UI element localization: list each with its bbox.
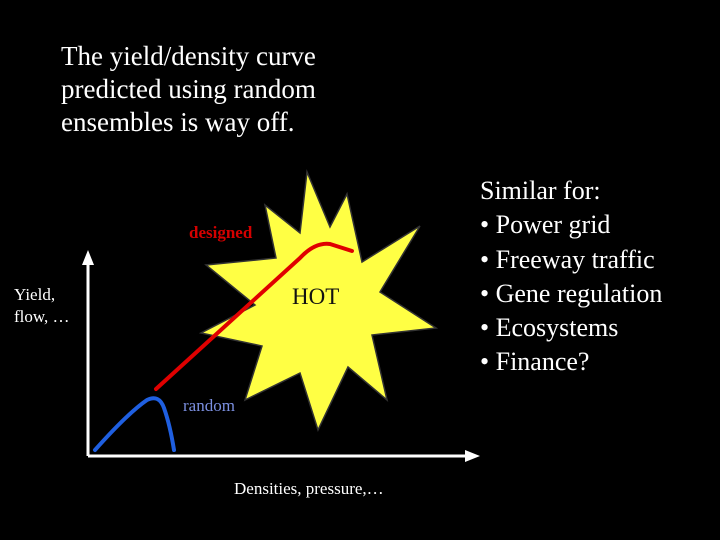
hot-burst-shape: [198, 169, 439, 433]
hot-label: HOT: [292, 284, 340, 309]
similar-list: Similar for: • Power grid • Freeway traf…: [480, 174, 662, 380]
random-curve: [93, 396, 176, 452]
x-axis-arrowhead: [465, 450, 480, 462]
x-axis-label: Densities, pressure,…: [234, 479, 384, 498]
similar-item: • Gene regulation: [480, 278, 663, 308]
y-axis-label: Yield, flow, …: [14, 284, 70, 328]
title-line: The yield/density curve: [61, 41, 316, 71]
y-axis-label-line: Yield,: [14, 285, 56, 304]
similar-item: • Ecosystems: [480, 313, 619, 343]
title-line: ensembles is way off.: [61, 107, 295, 137]
random-label: random: [183, 396, 235, 415]
slide-title: The yield/density curve predicted using …: [61, 40, 361, 139]
designed-curve: [154, 241, 354, 391]
title-line: predicted using random: [61, 74, 316, 104]
y-axis-label-line: flow, …: [14, 307, 70, 326]
similar-heading: Similar for:: [480, 176, 601, 205]
designed-label: designed: [189, 223, 253, 242]
y-axis-arrowhead: [82, 250, 94, 265]
similar-item: • Freeway traffic: [480, 244, 655, 274]
similar-item: • Finance?: [480, 347, 590, 377]
similar-item: • Power grid: [480, 210, 611, 240]
